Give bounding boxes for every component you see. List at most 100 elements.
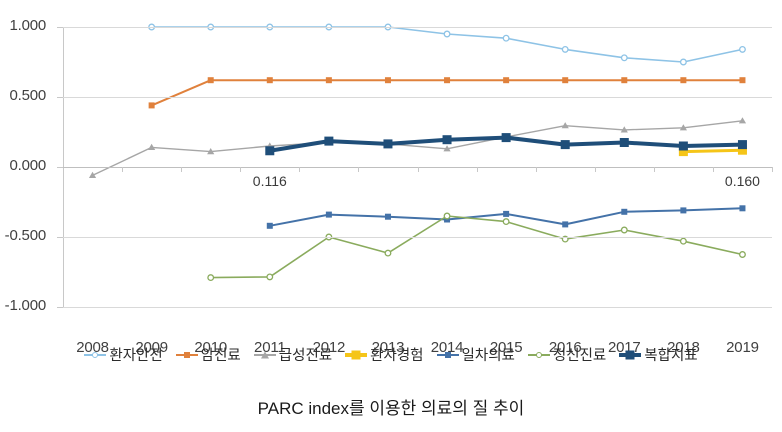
x-axis-label: 2013 xyxy=(371,339,405,356)
data-point xyxy=(443,212,451,220)
chart-legend: 환자안전 암진료 급성진료 환자경험 일차의료 정신진료 복합지표 xyxy=(0,344,782,365)
legend-marker-icon xyxy=(253,349,276,361)
x-axis-tick xyxy=(535,167,537,172)
y-axis-label: -0.500 xyxy=(4,227,47,244)
data-point xyxy=(324,136,334,146)
x-axis-label: 2009 xyxy=(135,339,168,356)
legend-label: 복합지표 xyxy=(644,348,698,364)
legend-item-환자안전[interactable]: 환자안전 xyxy=(84,344,163,365)
series-line xyxy=(681,148,744,154)
x-axis-tick xyxy=(358,167,360,172)
legend-item-정신진료[interactable]: 정신진료 xyxy=(527,344,607,365)
data-point xyxy=(325,211,332,218)
y-axis-label: 0.000 xyxy=(9,157,46,174)
x-axis-tick xyxy=(181,167,183,172)
data-point xyxy=(738,117,747,124)
legend-marker-icon xyxy=(527,349,550,361)
data-point xyxy=(148,102,155,109)
data-point xyxy=(739,251,746,258)
data-point xyxy=(444,77,451,84)
y-axis-tick xyxy=(57,307,63,308)
data-point xyxy=(207,77,214,84)
x-axis-label: 2008 xyxy=(76,339,109,356)
legend-label: 암진료 xyxy=(200,348,241,364)
legend-item-암진료[interactable]: 암진료 xyxy=(175,344,241,365)
data-point xyxy=(266,222,273,229)
y-axis-label: 0.500 xyxy=(9,87,46,104)
data-point xyxy=(443,30,451,38)
data-point xyxy=(207,148,215,155)
data-point xyxy=(679,58,687,66)
x-axis-label: 2015 xyxy=(489,339,523,356)
data-point xyxy=(621,77,628,84)
series-일차의료 xyxy=(266,205,746,229)
legend-label: 일차의료 xyxy=(461,348,515,364)
data-point xyxy=(739,45,746,53)
data-point xyxy=(680,207,687,214)
gridline xyxy=(63,97,772,98)
data-point xyxy=(501,133,511,143)
x-axis-label: 2019 xyxy=(726,339,759,356)
legend-label: 환자경험 xyxy=(370,348,424,364)
data-point xyxy=(679,124,687,131)
series-정신진료 xyxy=(207,212,746,282)
data-point xyxy=(444,216,451,223)
data-point xyxy=(325,233,333,241)
series-line xyxy=(150,79,744,107)
y-axis-label: 1.000 xyxy=(9,17,46,34)
data-point xyxy=(561,45,569,53)
data-point xyxy=(678,147,688,157)
data-point xyxy=(384,77,391,84)
data-point xyxy=(503,77,510,84)
y-axis-tick xyxy=(57,237,63,238)
plot-area: 1.000 0.500 0.000 -0.500 -1.000 2008 2009 2010 2… xyxy=(5,17,773,356)
data-point xyxy=(384,249,392,257)
legend-marker-icon xyxy=(345,349,368,361)
data-point xyxy=(737,145,747,155)
legend-item-복합지표[interactable]: 복합지표 xyxy=(619,344,698,365)
data-point xyxy=(207,274,215,282)
y-axis-tick xyxy=(57,27,63,28)
data-label: 0.160 xyxy=(724,173,760,189)
data-point xyxy=(678,141,688,151)
data-point xyxy=(561,122,569,129)
x-axis-tick xyxy=(772,167,773,172)
x-axis-tick xyxy=(122,167,124,172)
legend-marker-icon xyxy=(175,349,198,361)
legend-item-환자경험[interactable]: 환자경험 xyxy=(345,344,424,365)
data-point xyxy=(384,213,391,220)
legend-label: 정신진료 xyxy=(552,348,607,364)
data-point xyxy=(383,139,393,149)
data-point xyxy=(88,171,97,178)
series-암진료 xyxy=(148,77,746,109)
legend-item-일차의료[interactable]: 일차의료 xyxy=(436,344,515,365)
x-axis-tick xyxy=(712,167,714,172)
data-point xyxy=(148,143,156,150)
data-point xyxy=(620,126,628,133)
data-point xyxy=(739,77,746,84)
x-axis-tick xyxy=(417,167,419,172)
series-line xyxy=(91,120,744,177)
data-point xyxy=(680,77,687,84)
data-point xyxy=(620,226,628,234)
data-point xyxy=(502,218,510,226)
data-point xyxy=(325,77,332,84)
gridline xyxy=(63,27,772,28)
chart-caption: PARC index를 이용한 의료의 질 추이 xyxy=(257,399,525,418)
legend-item-급성진료[interactable]: 급성진료 xyxy=(253,344,333,365)
legend-marker-icon xyxy=(436,349,459,361)
data-point xyxy=(560,140,570,150)
x-axis-label: 2018 xyxy=(667,339,700,356)
series-복합지표 xyxy=(265,133,747,156)
data-point xyxy=(679,237,687,245)
x-axis-tick xyxy=(240,167,242,172)
gridline xyxy=(63,237,772,238)
data-point xyxy=(503,210,510,217)
x-axis-label: 2012 xyxy=(312,339,346,356)
legend-label: 급성진료 xyxy=(278,348,333,364)
data-label: 0.116 xyxy=(252,173,287,189)
data-point xyxy=(502,34,510,42)
legend-marker-icon xyxy=(619,349,642,361)
data-point xyxy=(620,54,628,62)
